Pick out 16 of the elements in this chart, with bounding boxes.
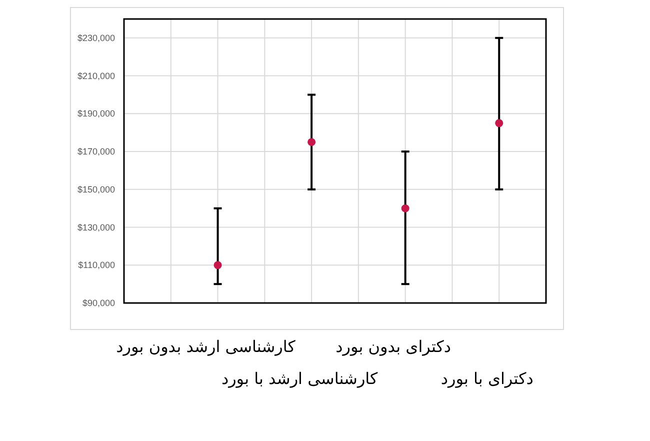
point [214,261,222,270]
y-tick-label: $130,000 [77,222,115,232]
y-tick-label: $210,000 [77,70,115,81]
x-tick-label: دکترای بدون بورد [336,337,452,356]
x-tick-label: دکترای با بورد [440,369,534,388]
point [401,204,410,212]
point [308,138,316,146]
y-tick-label: $170,000 [77,146,115,157]
y-tick-label: $150,000 [77,184,115,194]
x-tick-label: کارشناسی ارشد بدون بورد [116,337,296,356]
y-tick-label: $190,000 [77,108,115,119]
point [495,119,504,128]
y-tick-label: $230,000 [77,32,115,43]
y-tick-label: $110,000 [78,260,115,270]
y-tick-label: $90,000 [82,298,115,308]
x-tick-label: کارشناسی ارشد با بورد [221,369,378,388]
